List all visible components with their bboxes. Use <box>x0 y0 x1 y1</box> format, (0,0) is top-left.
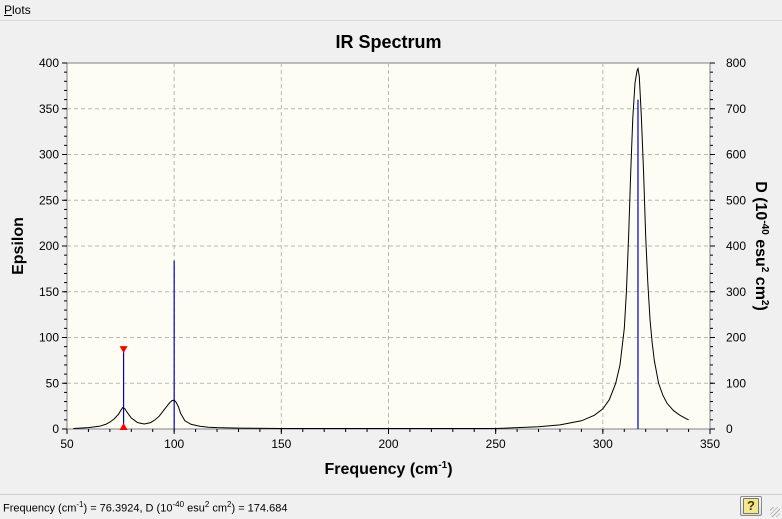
status-readout: Frequency (cm-1) = 76.3924, D (10-40 esu… <box>3 500 287 515</box>
menu-plots-mnemonic: P <box>4 3 13 17</box>
x-tick-label: 100 <box>164 437 184 451</box>
menu-plots-label: lots <box>12 3 31 17</box>
y-left-tick-label: 0 <box>52 422 59 436</box>
help-button[interactable]: ? <box>740 496 762 516</box>
status-bar: Frequency (cm-1) = 76.3924, D (10-40 esu… <box>0 494 782 519</box>
y-left-tick-label: 100 <box>39 331 59 345</box>
x-tick-label: 350 <box>700 437 720 451</box>
x-tick-label: 150 <box>271 437 291 451</box>
y-left-tick-label: 50 <box>46 376 60 390</box>
y-left-tick-label: 200 <box>39 239 59 253</box>
y-right-tick-label: 600 <box>726 148 746 162</box>
x-tick-label: 50 <box>60 437 74 451</box>
y-right-tick-label: 200 <box>726 331 746 345</box>
y-left-tick-label: 350 <box>39 102 59 116</box>
marker-top-icon <box>119 346 128 354</box>
status-part: Frequency (cm <box>3 502 77 515</box>
y-right-tick-label: 500 <box>726 193 746 207</box>
resize-grip-icon[interactable] <box>770 507 780 517</box>
chart-title: IR Spectrum <box>335 32 441 52</box>
chart-panel: IR Spectrum 50 100 150 200 250 300 350 0 50 100 150… <box>0 22 782 494</box>
y-right-tick-label: 300 <box>726 285 746 299</box>
status-sup: 2 <box>227 500 232 509</box>
y-left-tick-label: 150 <box>39 285 59 299</box>
y-left-tick-label: 300 <box>39 148 59 162</box>
menu-bar: Plots <box>0 0 782 21</box>
y-right-tick-label: 100 <box>726 376 746 390</box>
menu-plots[interactable]: Plots <box>4 3 31 17</box>
status-part: ) = 76.3924, D (10 <box>83 502 173 515</box>
y-left-tick-label: 250 <box>39 193 59 207</box>
marker-bottom-icon <box>119 423 128 430</box>
y-right-tick-label: 700 <box>726 102 746 116</box>
status-sup: 2 <box>204 500 210 509</box>
y-left-axis-label: Epsilon <box>10 217 27 275</box>
y-left-tick-label: 400 <box>39 56 59 70</box>
y-right-tick-label: 0 <box>726 422 733 436</box>
status-part: ) = 174.684 <box>231 502 288 515</box>
x-axis-label: Frequency (cm-1) <box>324 460 452 478</box>
status-sup: -1 <box>76 500 84 509</box>
x-tick-label: 200 <box>378 437 398 451</box>
y-right-tick-label: 800 <box>726 56 746 70</box>
y-right-axis-label: D (10-40 esu2 cm2) <box>752 181 770 311</box>
status-part: cm <box>209 502 228 515</box>
x-tick-label: 300 <box>593 437 613 451</box>
y-right-tick-label: 400 <box>726 239 746 253</box>
status-sup: -40 <box>172 500 185 509</box>
spectrum-line <box>73 66 689 429</box>
help-icon: ? <box>743 498 759 514</box>
x-tick-label: 250 <box>486 437 506 451</box>
status-part: esu <box>184 502 205 515</box>
